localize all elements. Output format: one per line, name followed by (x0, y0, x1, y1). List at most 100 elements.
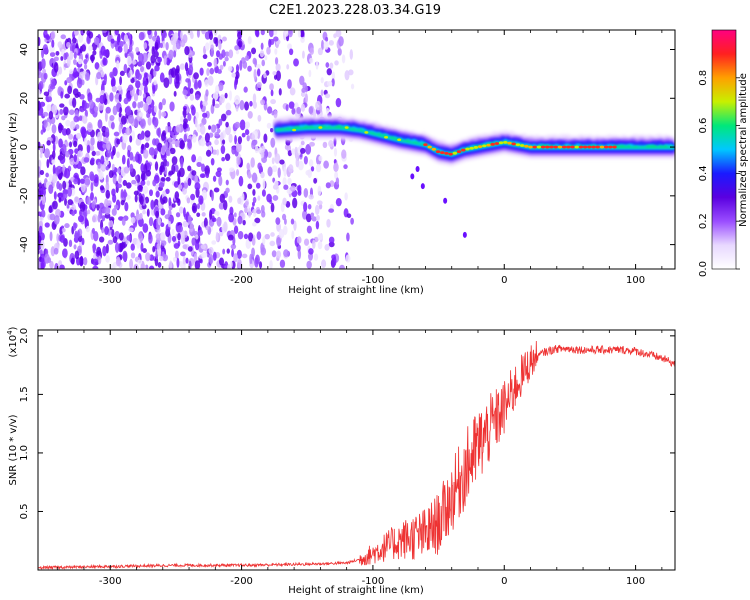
noise-blob (41, 58, 46, 70)
noise-blob (286, 64, 290, 70)
noise-blob (59, 103, 65, 108)
noise-blob (252, 57, 257, 65)
noise-blob (46, 104, 52, 112)
noise-blob (201, 30, 206, 35)
noise-blob (267, 166, 273, 177)
noise-blob (123, 43, 128, 54)
noise-blob (323, 160, 329, 169)
noise-blob (222, 139, 226, 145)
noise-blob (182, 107, 187, 119)
noise-blob (64, 93, 70, 99)
noise-blob (130, 63, 134, 70)
noise-blob (218, 39, 222, 51)
noise-blob (115, 60, 120, 70)
noise-blob (326, 68, 332, 76)
noise-blob (121, 218, 126, 226)
noise-blob (66, 56, 71, 67)
noise-blob (138, 89, 142, 96)
noise-blob (291, 107, 296, 115)
noise-blob (187, 113, 192, 122)
noise-blob (153, 117, 159, 128)
trace-peak (384, 136, 389, 139)
noise-blob (341, 149, 347, 159)
snr-series-line (38, 340, 675, 570)
noise-blob (195, 111, 199, 119)
noise-blob (135, 80, 141, 89)
noise-blob (98, 236, 105, 243)
noise-blob (187, 177, 192, 187)
noise-blob (197, 203, 200, 210)
noise-blob (216, 216, 222, 227)
noise-blob (236, 249, 242, 259)
noise-blob (148, 73, 152, 84)
noise-blob (185, 257, 189, 264)
noise-blob (74, 230, 78, 241)
noise-blob (43, 91, 50, 96)
noise-blob (269, 83, 274, 91)
noise-blob (112, 105, 118, 116)
noise-blob (335, 177, 340, 186)
noise-blob (202, 54, 208, 60)
noise-blob (309, 47, 315, 55)
noise-blob (225, 121, 229, 128)
noise-blob (152, 246, 156, 253)
noise-blob (140, 179, 146, 186)
noise-blob (78, 115, 83, 121)
noise-blob (223, 199, 228, 211)
spectrogram-y-tick-label: 0 (19, 144, 30, 150)
noise-blob (350, 83, 355, 90)
noise-blob (319, 103, 323, 113)
noise-blob (43, 72, 48, 80)
noise-blob (245, 55, 250, 61)
noise-blob (90, 181, 94, 192)
noise-blob (98, 171, 104, 180)
noise-blob (76, 77, 83, 89)
noise-blob (170, 35, 177, 46)
noise-blob (127, 72, 131, 78)
noise-blob (123, 166, 130, 174)
noise-blob (320, 89, 324, 97)
noise-blob (213, 57, 218, 68)
noise-blob (38, 81, 44, 90)
noise-blob (214, 131, 220, 137)
noise-blob (165, 41, 169, 51)
noise-blob (191, 237, 196, 246)
noise-blob (257, 162, 262, 170)
noise-blob (165, 57, 171, 66)
noise-blob (114, 30, 119, 36)
noise-blob (308, 69, 312, 78)
noise-blob (104, 160, 110, 166)
noise-blob (233, 253, 238, 263)
noise-blob (116, 183, 122, 189)
noise-blob (222, 36, 227, 42)
colorbar-tick-label: 0.8 (698, 70, 709, 86)
noise-blob (57, 154, 64, 161)
noise-blob (244, 206, 248, 214)
noise-blob (224, 265, 227, 269)
noise-blob (138, 112, 144, 117)
spectrogram-y-ticks: -40 -20 0 20 40 (19, 43, 675, 253)
noise-blob (174, 191, 180, 200)
noise-blob (196, 161, 202, 167)
colorbar-label: Normalized spectral amplitude (738, 73, 749, 227)
noise-blob (141, 143, 144, 151)
noise-blob (328, 140, 334, 148)
noise-blob (92, 258, 99, 266)
noise-blob (270, 137, 276, 148)
noise-blob (328, 241, 335, 248)
noise-blob (209, 67, 215, 75)
spectrogram-y-tick-label: 20 (19, 92, 30, 105)
noise-blob (206, 67, 210, 77)
noise-blob (74, 148, 79, 154)
noise-blob (224, 153, 231, 162)
noise-blob (180, 30, 184, 41)
noise-blob (88, 99, 94, 109)
noise-blob (443, 197, 448, 204)
noise-blob (239, 119, 246, 131)
noise-blob (229, 260, 233, 268)
noise-blob (53, 191, 57, 200)
noise-blob (338, 36, 344, 47)
noise-blob (202, 100, 208, 107)
noise-blob (333, 33, 337, 39)
noise-blob (252, 196, 257, 204)
